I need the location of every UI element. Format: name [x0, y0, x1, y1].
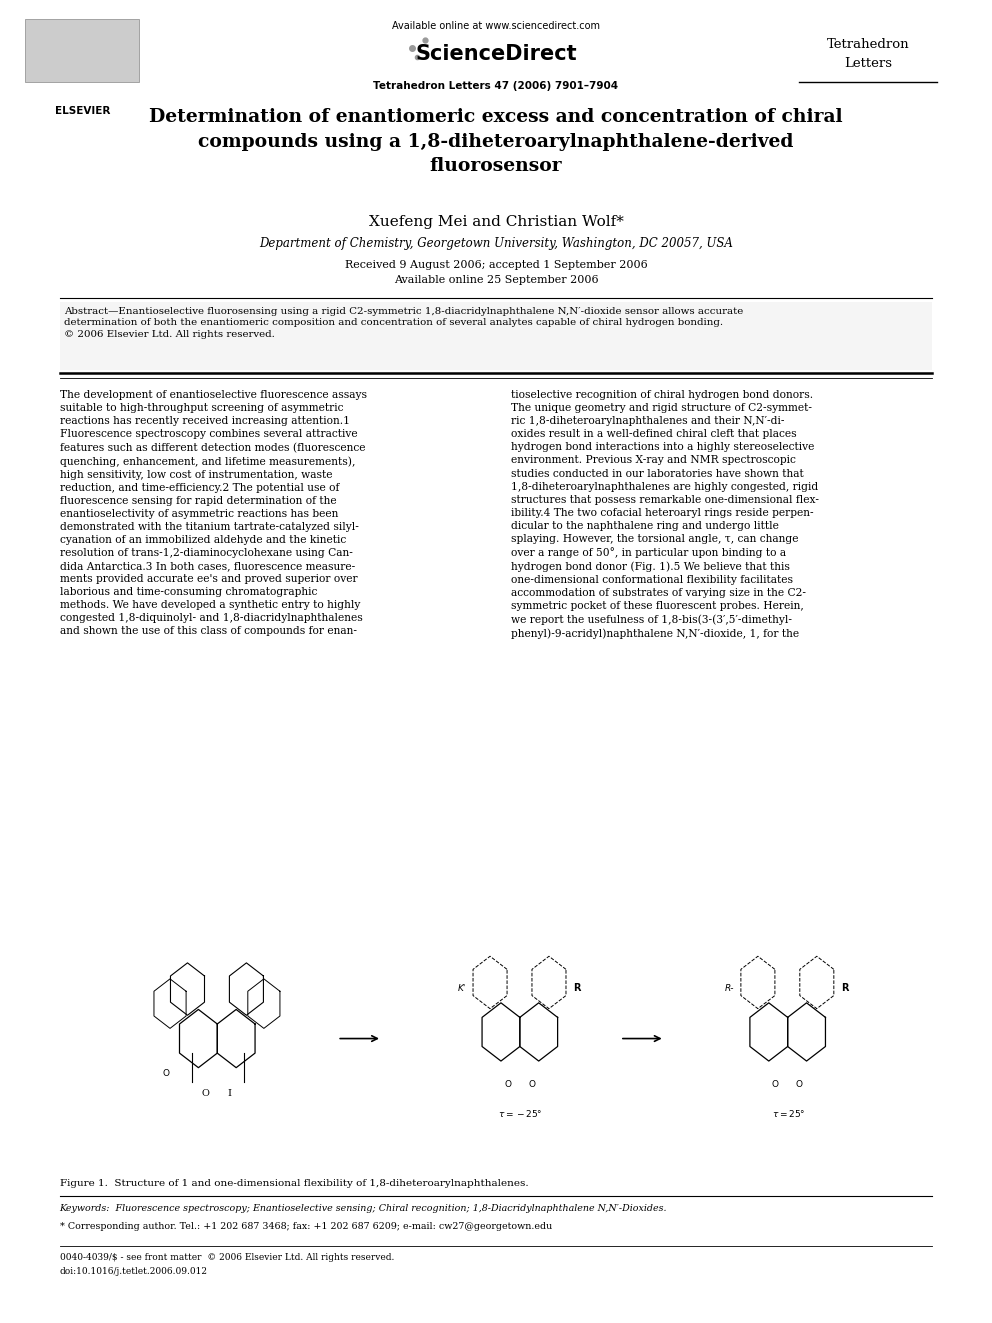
Text: doi:10.1016/j.tetlet.2006.09.012: doi:10.1016/j.tetlet.2006.09.012: [60, 1267, 207, 1277]
Text: $\tau = 25°$: $\tau = 25°$: [772, 1107, 806, 1119]
Text: O: O: [504, 1080, 511, 1089]
Text: R-: R-: [725, 984, 734, 992]
Text: Available online at www.sciencedirect.com: Available online at www.sciencedirect.co…: [392, 21, 600, 32]
Text: I: I: [227, 1089, 231, 1098]
Text: tioselective recognition of chiral hydrogen bond donors.
The unique geometry and: tioselective recognition of chiral hydro…: [511, 390, 818, 639]
Text: Xuefeng Mei and Christian Wolf*: Xuefeng Mei and Christian Wolf*: [369, 216, 623, 229]
Text: R: R: [573, 983, 581, 994]
FancyBboxPatch shape: [25, 19, 139, 82]
FancyBboxPatch shape: [60, 900, 932, 1171]
Text: Received 9 August 2006; accepted 1 September 2006: Received 9 August 2006; accepted 1 Septe…: [344, 259, 648, 270]
Text: Keywords:  Fluorescence spectroscopy; Enantioselective sensing; Chiral recogniti: Keywords: Fluorescence spectroscopy; Ena…: [60, 1204, 667, 1213]
Text: O: O: [201, 1089, 209, 1098]
Text: Tetrahedron: Tetrahedron: [826, 38, 910, 52]
Text: O: O: [772, 1080, 779, 1089]
Text: The development of enantioselective fluorescence assays
suitable to high-through: The development of enantioselective fluo…: [60, 390, 366, 636]
Text: * Corresponding author. Tel.: +1 202 687 3468; fax: +1 202 687 6209; e-mail: cw2: * Corresponding author. Tel.: +1 202 687…: [60, 1222, 552, 1232]
Text: $\tau = -25°$: $\tau = -25°$: [498, 1107, 543, 1119]
Text: Tetrahedron Letters 47 (2006) 7901–7904: Tetrahedron Letters 47 (2006) 7901–7904: [373, 81, 619, 91]
Text: O: O: [528, 1080, 535, 1089]
Text: Available online 25 September 2006: Available online 25 September 2006: [394, 275, 598, 286]
Text: O: O: [162, 1069, 170, 1078]
Text: Department of Chemistry, Georgetown University, Washington, DC 20057, USA: Department of Chemistry, Georgetown Univ…: [259, 237, 733, 250]
Text: Determination of enantiomeric excess and concentration of chiral
compounds using: Determination of enantiomeric excess and…: [149, 108, 843, 175]
Text: Abstract—Enantioselective fluorosensing using a rigid C2-symmetric 1,8-diacridyl: Abstract—Enantioselective fluorosensing …: [64, 307, 744, 339]
Text: Letters: Letters: [844, 57, 892, 70]
Text: ScienceDirect: ScienceDirect: [416, 44, 576, 65]
Text: 0040-4039/$ - see front matter  © 2006 Elsevier Ltd. All rights reserved.: 0040-4039/$ - see front matter © 2006 El…: [60, 1253, 394, 1262]
Text: Figure 1.  Structure of 1 and one-dimensional flexibility of 1,8-diheteroarylnap: Figure 1. Structure of 1 and one-dimensi…: [60, 1179, 528, 1188]
Text: R: R: [841, 983, 849, 994]
Text: ELSEVIER: ELSEVIER: [55, 106, 110, 116]
Text: K': K': [457, 984, 466, 992]
Text: O: O: [796, 1080, 803, 1089]
FancyBboxPatch shape: [60, 302, 932, 370]
